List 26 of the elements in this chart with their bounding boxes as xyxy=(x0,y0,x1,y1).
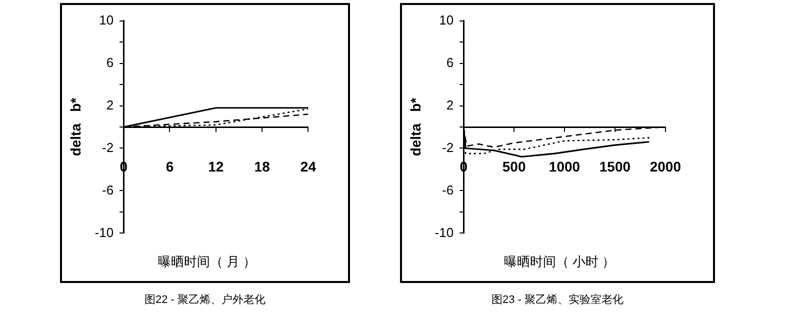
x-tick-label: 18 xyxy=(254,158,270,174)
y-tick-label: -2 xyxy=(102,140,114,155)
y-tick-label: 6 xyxy=(106,54,114,70)
x-tick-label: 1500 xyxy=(599,158,631,174)
x-tick-label: 1000 xyxy=(548,158,580,174)
text: 图22 - 聚乙烯、户外老化 xyxy=(143,292,266,307)
y-tick-label: 10 xyxy=(99,12,114,28)
x-axis-title: 曝晒时间（ 月 ） xyxy=(156,253,258,271)
x-tick-label: 12 xyxy=(208,158,224,174)
x-tick-label: 6 xyxy=(166,158,174,174)
x-tick-label: 2000 xyxy=(650,158,682,174)
y-tick-label: 6 xyxy=(446,54,454,70)
y-axis-title: delta b* xyxy=(67,97,84,156)
y-tick-label: -10 xyxy=(94,224,114,240)
y-tick-label: -6 xyxy=(102,182,114,198)
x-tick-label: 24 xyxy=(300,158,316,174)
y-tick-label: 10 xyxy=(439,12,454,28)
y-tick-label: -10 xyxy=(434,224,454,240)
y-axis-title: delta b* xyxy=(407,97,424,156)
x-tick-label: 500 xyxy=(502,158,526,174)
y-tick-label: 2 xyxy=(106,97,114,112)
y-tick-label: -2 xyxy=(442,140,454,155)
text: 图23 - 聚乙烯、实验室老化 xyxy=(490,292,624,307)
y-tick-label: -6 xyxy=(442,182,454,198)
x-axis-title: 曝晒时间（ 小时 ） xyxy=(502,253,616,271)
y-tick-label: 2 xyxy=(446,97,454,112)
